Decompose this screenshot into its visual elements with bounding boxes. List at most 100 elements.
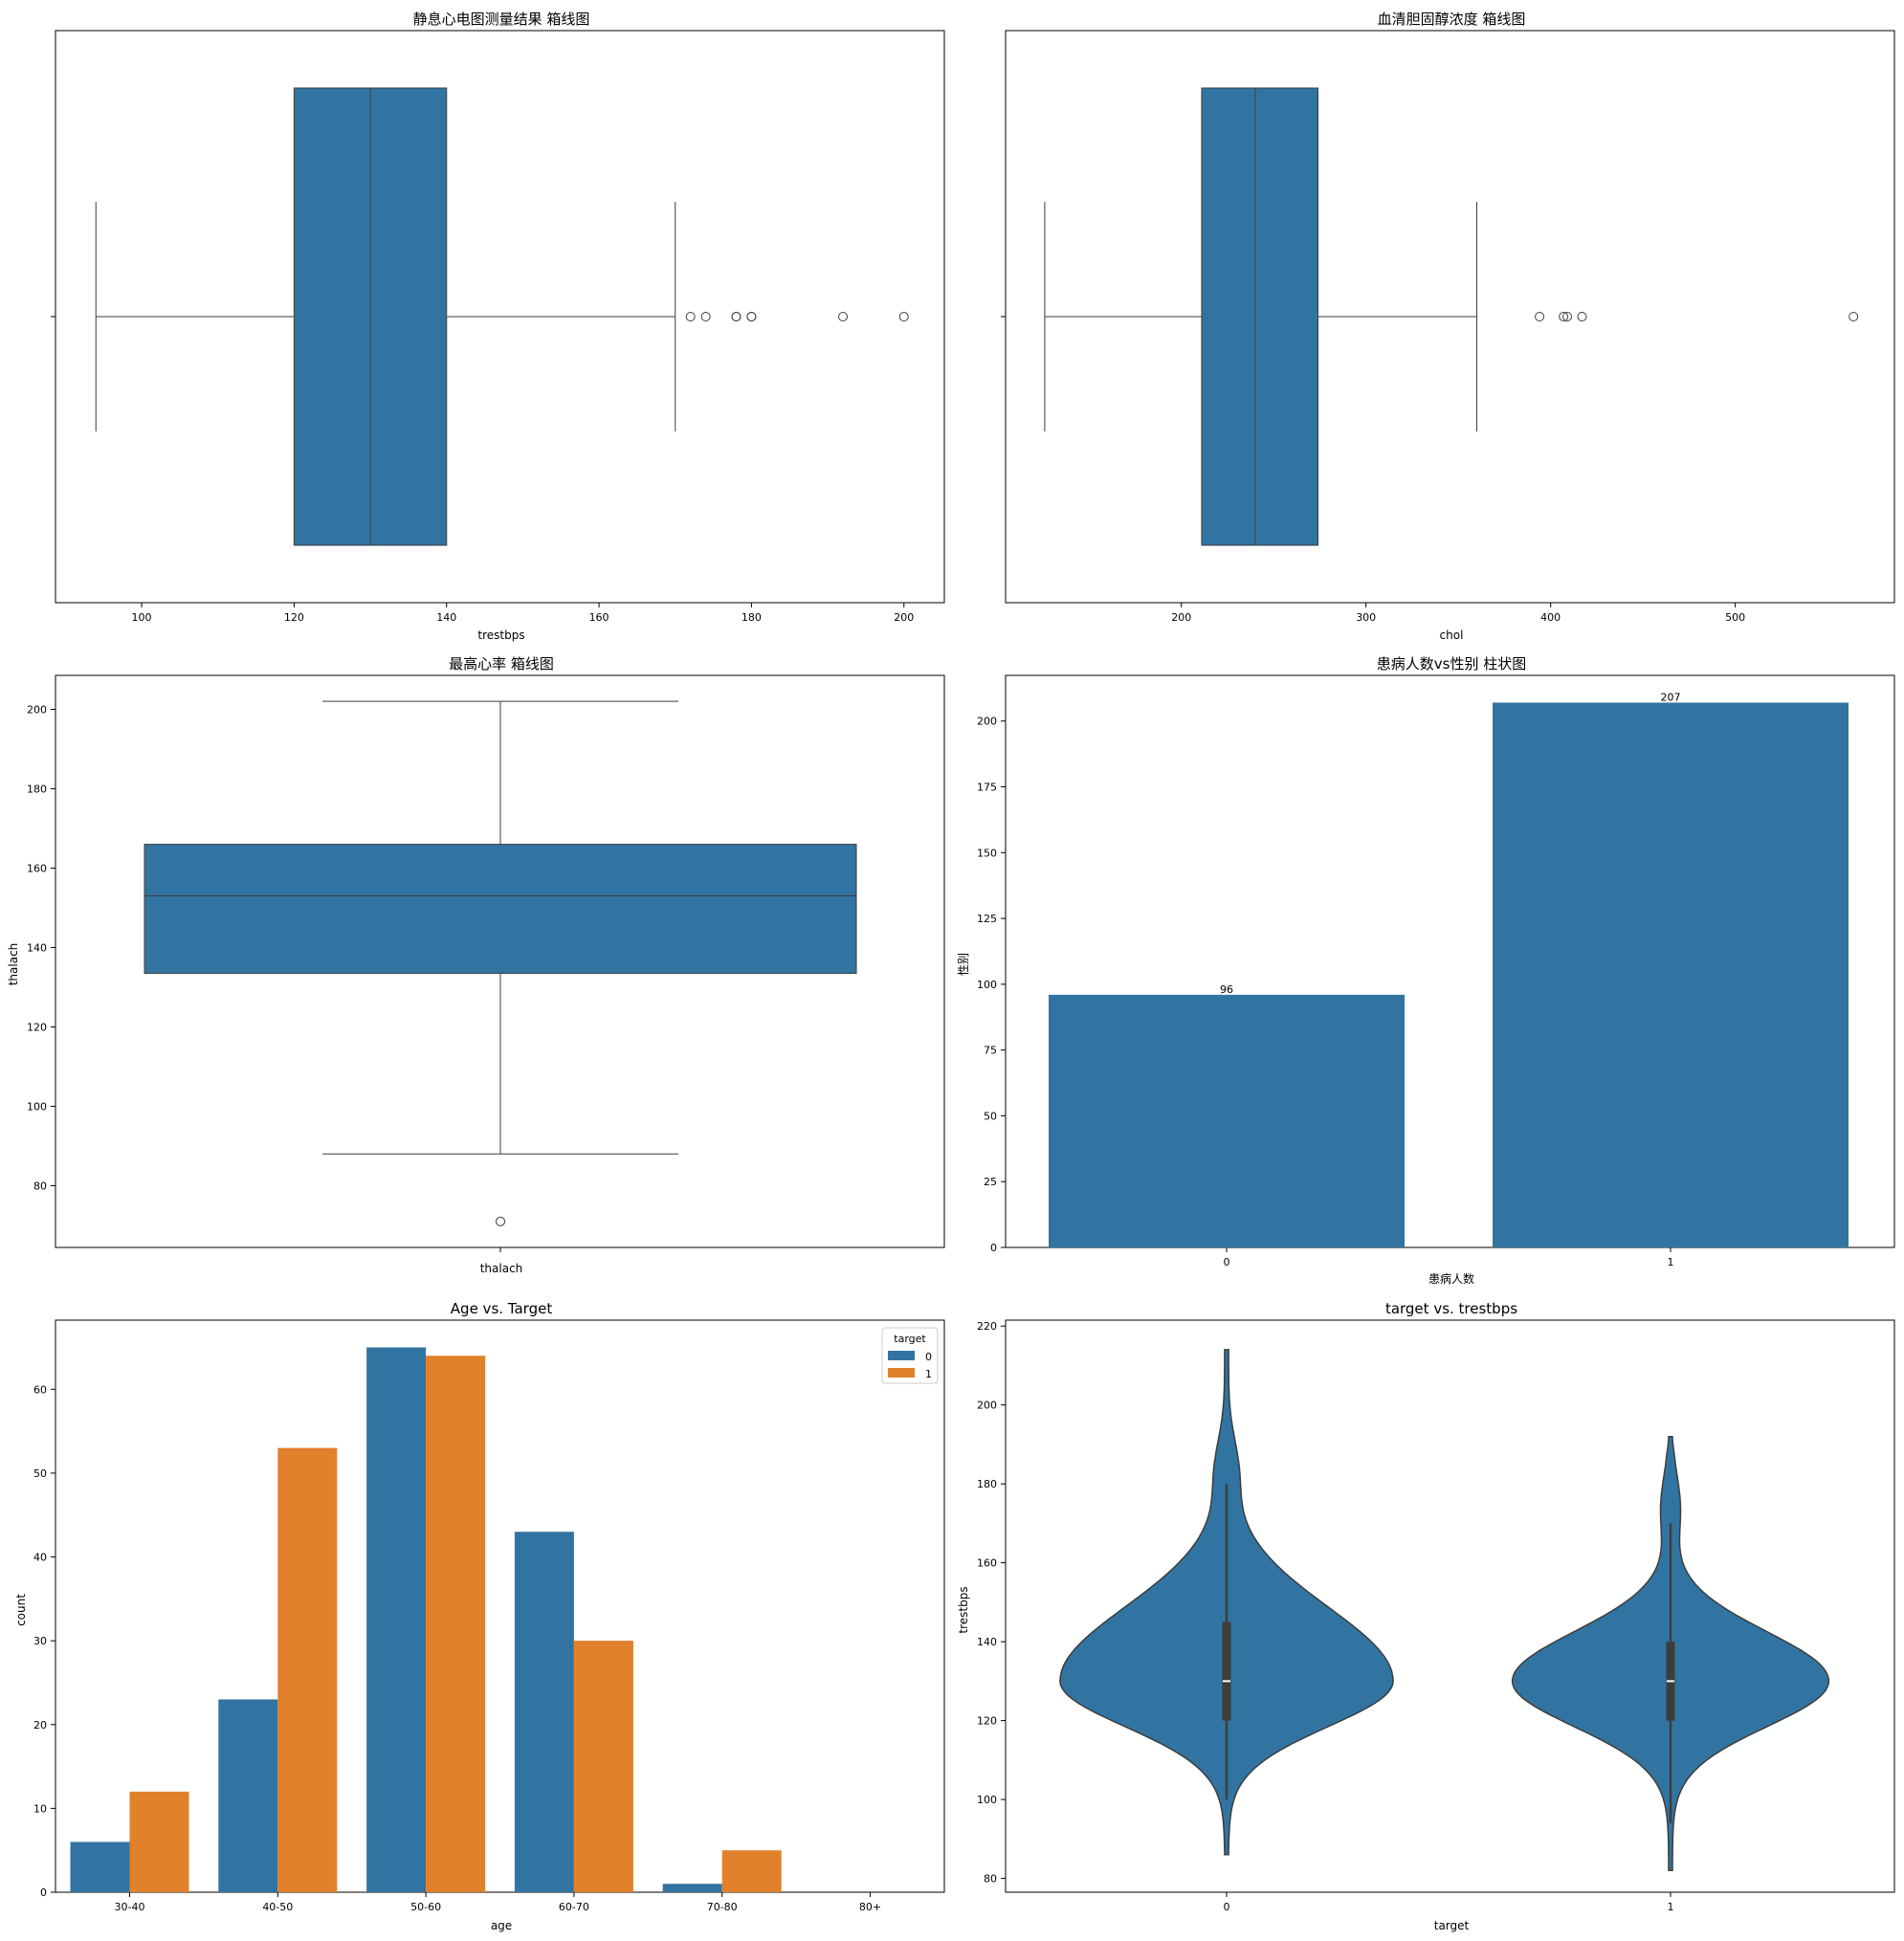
- y-tick-label: 80: [33, 1180, 47, 1192]
- x-axis-label: target: [1434, 1919, 1470, 1932]
- chart-title: 患病人数vs性别 柱状图: [1377, 655, 1526, 673]
- outlier-point: [746, 312, 757, 321]
- legend-swatch: [888, 1368, 915, 1378]
- y-tick-label: 220: [977, 1320, 997, 1333]
- bar-target-0: [514, 1532, 574, 1892]
- outlier-point: [1849, 312, 1859, 321]
- violin-iqr-box: [1222, 1621, 1231, 1721]
- x-axis-label: thalach: [480, 1262, 523, 1275]
- y-axis-label: thalach: [7, 943, 20, 986]
- y-axis-label: count: [14, 1594, 28, 1626]
- outlier-point: [1577, 312, 1587, 321]
- y-tick-label: 200: [27, 703, 47, 716]
- y-axis-label: trestbps: [957, 1586, 970, 1633]
- x-tick-label: 0: [1224, 1901, 1230, 1913]
- x-tick-label: 180: [742, 611, 762, 624]
- y-tick-label: 100: [977, 979, 997, 991]
- box-iqr: [1201, 87, 1319, 546]
- x-tick-label: 80+: [859, 1901, 881, 1913]
- y-tick-label: 50: [984, 1110, 997, 1122]
- data-label: 96: [1220, 983, 1233, 996]
- y-tick-label: 40: [33, 1552, 47, 1564]
- y-tick-label: 30: [33, 1635, 47, 1647]
- outlier-point: [700, 312, 711, 321]
- axes-frame: [1005, 674, 1895, 1248]
- data-label: 207: [1661, 691, 1681, 703]
- x-axis-label: age: [491, 1919, 512, 1932]
- outlier-point: [496, 1216, 505, 1226]
- outlier-point: [685, 312, 696, 321]
- x-axis-label: chol: [1440, 629, 1464, 642]
- y-tick-label: 0: [40, 1886, 47, 1899]
- x-tick-label: 60-70: [559, 1901, 589, 1913]
- bar-target-1: [721, 1850, 782, 1892]
- x-tick-label: 120: [284, 611, 304, 624]
- x-tick-label: 100: [132, 611, 152, 624]
- bar-target-0: [662, 1884, 722, 1892]
- y-tick-label: 160: [27, 862, 47, 874]
- outlier-point: [898, 312, 909, 321]
- y-tick-label: 120: [27, 1021, 47, 1033]
- bar: [1049, 994, 1405, 1247]
- outlier-point: [1562, 312, 1573, 321]
- x-tick-label: 160: [589, 611, 609, 624]
- bar-target-1: [426, 1356, 486, 1892]
- y-tick-label: 125: [977, 913, 997, 925]
- box-iqr: [144, 844, 857, 974]
- y-tick-label: 180: [27, 783, 47, 795]
- x-tick-label: 1: [1668, 1256, 1674, 1268]
- y-tick-label: 140: [27, 941, 47, 954]
- axes-frame: [55, 1319, 945, 1893]
- x-tick-label: 1: [1668, 1901, 1674, 1913]
- y-tick-label: 175: [977, 782, 997, 794]
- trestbps-boxplot-panel: 静息心电图测量结果 箱线图 trestbps 100 120 140 160 180 20…: [51, 11, 945, 642]
- x-tick-label: 200: [1171, 611, 1191, 624]
- age-target-bar-panel: Age vs. Target age count 010203040506030…: [14, 1300, 945, 1932]
- x-tick-label: 200: [894, 611, 914, 624]
- outlier-point: [838, 312, 849, 321]
- x-tick-label: 70-80: [707, 1901, 738, 1913]
- legend-label: 0: [925, 1351, 932, 1363]
- y-tick-label: 80: [984, 1873, 997, 1886]
- x-tick-label: 30-40: [115, 1901, 145, 1913]
- y-tick-label: 0: [990, 1242, 997, 1254]
- y-tick-label: 200: [977, 716, 997, 728]
- thalach-boxplot-panel: 最高心率 箱线图 thalach thalach 80 100 120 140 160 1…: [7, 655, 945, 1275]
- x-tick-label: 400: [1540, 611, 1561, 624]
- y-tick-label: 180: [977, 1478, 997, 1490]
- x-tick-label: 50-60: [410, 1901, 441, 1913]
- bar-target-0: [366, 1347, 427, 1892]
- y-tick-label: 50: [33, 1467, 47, 1480]
- bar-target-0: [218, 1699, 278, 1892]
- legend-swatch: [888, 1351, 915, 1360]
- y-tick-label: 100: [27, 1100, 47, 1113]
- y-tick-label: 200: [977, 1400, 997, 1412]
- x-tick-label: 0: [1224, 1256, 1230, 1268]
- x-axis-label: trestbps: [477, 629, 524, 642]
- legend-title: target: [894, 1333, 926, 1345]
- y-tick-label: 20: [33, 1719, 47, 1731]
- chart-title: 静息心电图测量结果 箱线图: [413, 11, 590, 28]
- y-tick-label: 140: [977, 1636, 997, 1648]
- legend-label: 1: [925, 1368, 932, 1380]
- outlier-point: [1559, 312, 1569, 321]
- x-tick-label: 40-50: [262, 1901, 293, 1913]
- chart-title: Age vs. Target: [451, 1300, 553, 1317]
- y-tick-label: 160: [977, 1557, 997, 1570]
- x-axis-label: 患病人数: [1428, 1271, 1474, 1286]
- x-tick-label: 500: [1725, 611, 1745, 624]
- target-trestbps-violin-panel: target vs. trestbps target trestbps 8010…: [957, 1300, 1895, 1932]
- chart-title: 最高心率 箱线图: [449, 655, 554, 673]
- y-tick-label: 150: [977, 847, 997, 859]
- chol-boxplot-panel: 血清胆固醇浓度 箱线图 chol 200 300 400 500: [1001, 11, 1895, 642]
- y-tick-label: 10: [33, 1802, 47, 1815]
- outlier-point: [731, 312, 742, 321]
- outlier-point: [1535, 312, 1545, 321]
- bar-target-0: [70, 1842, 130, 1892]
- y-axis-label: 性别: [957, 953, 970, 976]
- y-tick-label: 60: [33, 1383, 47, 1396]
- bar-target-1: [277, 1447, 338, 1892]
- bar-target-1: [573, 1641, 633, 1892]
- bar-target-1: [129, 1791, 189, 1892]
